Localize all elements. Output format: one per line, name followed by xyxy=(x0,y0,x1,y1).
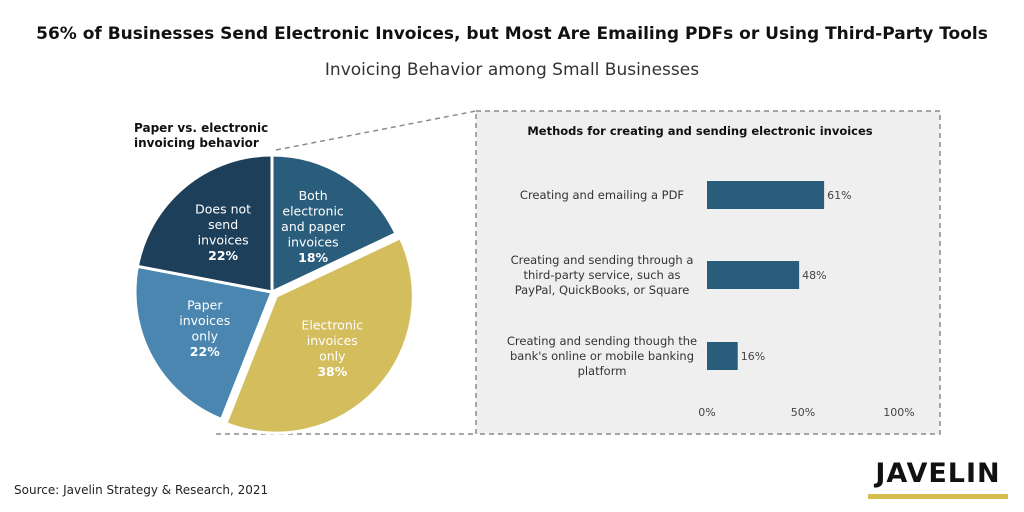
pie-slice xyxy=(135,153,274,294)
pie-slice-label: send xyxy=(208,217,238,232)
callout-line-top xyxy=(275,110,477,151)
bar-category-label: Creating and sending through a xyxy=(511,253,694,267)
x-tick-label: 50% xyxy=(791,406,815,419)
pie-slice-value-label: 38% xyxy=(317,364,347,379)
pie-slice-value-label: 22% xyxy=(208,248,238,263)
pie-slice-value-label: 18% xyxy=(298,250,328,265)
bar xyxy=(707,261,800,289)
pie-title-line: Paper vs. electronic xyxy=(134,121,268,135)
bar-category-label: platform xyxy=(578,364,627,378)
pie-slice xyxy=(133,264,275,422)
pie-slice-label: Does not xyxy=(195,202,251,217)
bar-chart: Methods for creating and sending electro… xyxy=(507,124,915,419)
pie-slice-label: Paper xyxy=(187,298,223,313)
pie-slice xyxy=(270,153,398,295)
bar-category-label: Creating and sending though the xyxy=(507,334,697,348)
bar-chart-title: Methods for creating and sending electro… xyxy=(527,124,872,138)
pie-slice-label: invoices xyxy=(288,235,339,250)
bar-category-label: third-party service, such as xyxy=(523,268,680,282)
logo-underline xyxy=(868,494,1008,499)
chart-subtitle: Invoicing Behavior among Small Businesse… xyxy=(324,60,700,80)
bar-category-label: PayPal, QuickBooks, or Square xyxy=(515,283,690,297)
bar-value-label: 48% xyxy=(802,269,826,282)
pie-slice-label: and paper xyxy=(281,219,346,234)
pie-slice-value-label: 22% xyxy=(190,344,220,359)
javelin-logo: JAVELIN xyxy=(875,458,1001,489)
pie-slice-label: invoices xyxy=(179,313,230,328)
pie-slice-label: only xyxy=(319,348,346,363)
pie-slice-label: invoices xyxy=(307,333,358,348)
chart-title: 56% of Businesses Send Electronic Invoic… xyxy=(36,24,988,44)
bar-category-label: bank's online or mobile banking xyxy=(510,349,694,363)
pie-slice-label: Electronic xyxy=(301,317,363,332)
pie-slice-label: electronic xyxy=(282,204,344,219)
x-tick-label: 0% xyxy=(698,406,715,419)
pie-title-line: invoicing behavior xyxy=(134,136,259,150)
pie-slice-label: invoices xyxy=(198,233,249,248)
bar xyxy=(707,181,825,209)
bar-value-label: 61% xyxy=(827,189,851,202)
bar-value-label: 16% xyxy=(741,350,765,363)
source-note: Source: Javelin Strategy & Research, 202… xyxy=(14,483,269,497)
pie-slice xyxy=(223,235,415,435)
pie-slice-label: Both xyxy=(299,188,328,203)
bar xyxy=(707,342,738,370)
pie-slice-label: only xyxy=(192,329,219,344)
bar-category-label: Creating and emailing a PDF xyxy=(520,188,684,202)
x-tick-label: 100% xyxy=(883,406,914,419)
